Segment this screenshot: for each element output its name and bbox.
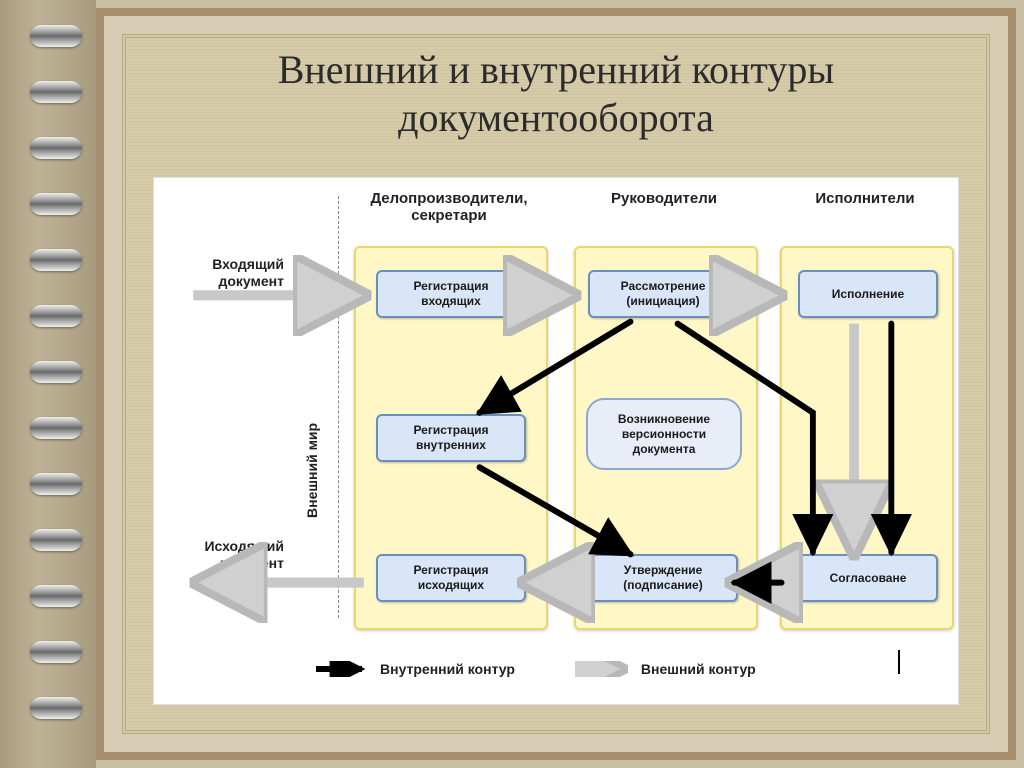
node-reg-internal: Регистрациявнутренних	[376, 414, 526, 462]
binder-ring	[30, 81, 82, 103]
spiral-binding	[0, 0, 96, 768]
node-approve: Утверждение(подписание)	[588, 554, 738, 602]
binder-ring	[30, 249, 82, 271]
legend-external-label: Внешний контур	[641, 661, 756, 677]
col-head-clerks: Делопроизводители,секретари	[354, 190, 544, 224]
node-review: Рассмотрение(инициация)	[588, 270, 738, 318]
binder-ring	[30, 473, 82, 495]
mat: Внешний и внутренний контуры документооб…	[122, 34, 990, 734]
binder-ring	[30, 641, 82, 663]
node-exec: Исполнение	[798, 270, 938, 318]
label-outgoing-doc: Исходящийдокумент	[164, 538, 284, 572]
binder-ring	[30, 361, 82, 383]
node-reg-incoming: Регистрациявходящих	[376, 270, 526, 318]
slide-title: Внешний и внутренний контуры документооб…	[126, 46, 986, 142]
legend-internal: Внутренний контур	[314, 661, 515, 677]
col-head-managers: Руководители	[574, 190, 754, 207]
binder-ring	[30, 417, 82, 439]
outer-frame: Внешний и внутренний контуры документооб…	[96, 8, 1016, 760]
text-cursor	[898, 650, 900, 674]
flow-diagram: Делопроизводители,секретари Руководители…	[154, 178, 958, 704]
binder-ring	[30, 585, 82, 607]
label-incoming-doc: Входящийдокумент	[164, 256, 284, 290]
legend-external: Внешний контур	[575, 661, 756, 677]
boundary-dashed-line	[338, 196, 339, 618]
node-reg-outgoing: Регистрацияисходящих	[376, 554, 526, 602]
binder-ring	[30, 529, 82, 551]
legend-internal-label: Внутренний контур	[380, 661, 515, 677]
binder-ring	[30, 697, 82, 719]
label-external-world: Внешний мир	[304, 378, 320, 518]
col-head-executors: Исполнители	[780, 190, 950, 207]
slide: Внешний и внутренний контуры документооб…	[0, 0, 1024, 768]
binder-ring	[30, 305, 82, 327]
bubble-versioning: Возникновениеверсионностидокумента	[586, 398, 742, 470]
node-agree: Согласоване	[798, 554, 938, 602]
binder-ring	[30, 193, 82, 215]
binder-ring	[30, 25, 82, 47]
legend: Внутренний контур Внешний контур	[314, 654, 918, 684]
binder-ring	[30, 137, 82, 159]
